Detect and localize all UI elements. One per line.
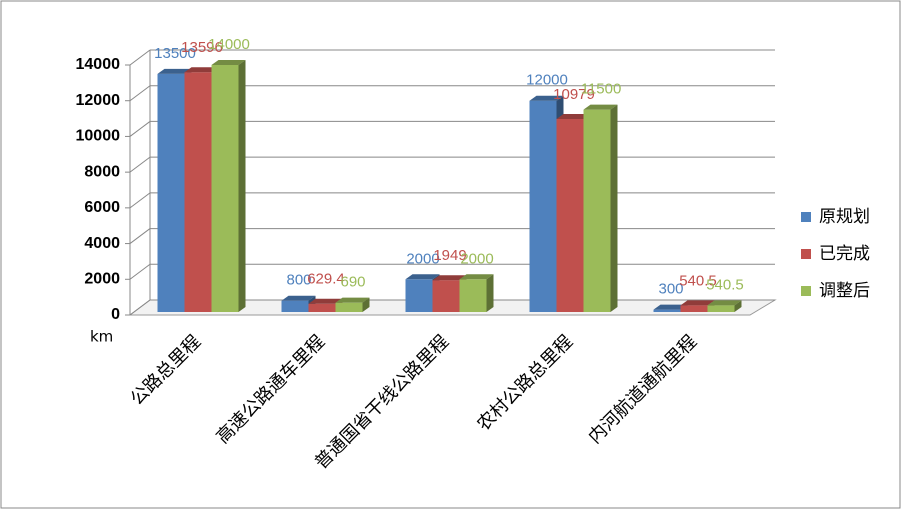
bar-side (734, 300, 742, 312)
bar (529, 100, 557, 312)
value-label: 2000 (460, 250, 493, 267)
bar (432, 280, 460, 312)
legend-swatch (801, 286, 811, 296)
y-tick-label: 6000 (84, 199, 120, 216)
bar (281, 300, 309, 312)
bar (335, 302, 363, 312)
bar-group (335, 297, 370, 312)
bar-group (707, 300, 742, 312)
bar-top (529, 95, 564, 101)
value-label: 12000 (526, 72, 568, 89)
y-tick-label: 10000 (76, 128, 121, 145)
grid-line (129, 49, 151, 66)
bar (184, 72, 212, 312)
bar-top (432, 275, 467, 281)
bar-side (238, 60, 246, 312)
legend-swatch (801, 212, 811, 222)
bar-top (680, 300, 715, 306)
bar (211, 65, 239, 312)
bar-top (653, 304, 688, 310)
value-label: 10979 (553, 86, 595, 103)
legend-swatch (801, 249, 811, 259)
grid-line (129, 263, 151, 280)
grid-line (129, 156, 151, 173)
bar-side (610, 104, 618, 313)
bar-group (459, 274, 494, 312)
y-tick-label: 14000 (76, 56, 121, 73)
bar (157, 73, 185, 312)
legend-label: 原规划 (819, 207, 870, 227)
value-label: 300 (658, 281, 683, 298)
y-tick-label: 4000 (84, 235, 120, 252)
y-tick-label: 8000 (84, 163, 120, 180)
value-label: 540.5 (706, 276, 744, 293)
grid-line (129, 85, 151, 102)
grid-line (129, 121, 151, 137)
bar-top (308, 298, 343, 304)
value-label: 14000 (208, 36, 250, 53)
value-label: 13500 (154, 45, 196, 62)
bar (680, 305, 708, 312)
value-label: 1949 (433, 247, 466, 264)
bar (459, 279, 487, 312)
bar (405, 279, 433, 312)
bar-top (556, 113, 591, 119)
bar-top (184, 67, 219, 73)
value-label: 11500 (581, 81, 622, 98)
bar-side (486, 274, 494, 312)
bar-top (157, 68, 192, 74)
legend-label: 调整后 (819, 281, 870, 301)
value-label: 13596 (181, 39, 223, 56)
bar-group (211, 60, 246, 312)
y-tick-label: 2000 (84, 271, 120, 288)
bar (583, 109, 611, 313)
grid-line (129, 228, 151, 244)
bar-top (583, 104, 618, 110)
value-label: 800 (286, 272, 311, 289)
bar-top (211, 60, 246, 65)
bar (308, 303, 336, 312)
bar-top (707, 300, 742, 306)
bar (707, 305, 735, 312)
bar-top (281, 295, 316, 301)
grid-line (129, 299, 151, 316)
bar-top (335, 297, 370, 303)
grid-line (129, 192, 151, 209)
value-label: 629.4 (307, 271, 345, 288)
bar-side (362, 297, 370, 312)
bar-top (405, 274, 440, 280)
value-label: 2000 (406, 250, 439, 267)
y-axis-label: km (90, 328, 113, 346)
bar-top (459, 274, 494, 280)
value-label: 540.5 (679, 272, 717, 289)
bar (556, 118, 584, 312)
bar-group (583, 104, 618, 313)
y-tick-label: 12000 (76, 92, 121, 109)
y-tick-label: 0 (111, 306, 120, 323)
legend-label: 已完成 (819, 244, 870, 264)
bar (653, 309, 681, 312)
value-label: 690 (340, 274, 365, 291)
